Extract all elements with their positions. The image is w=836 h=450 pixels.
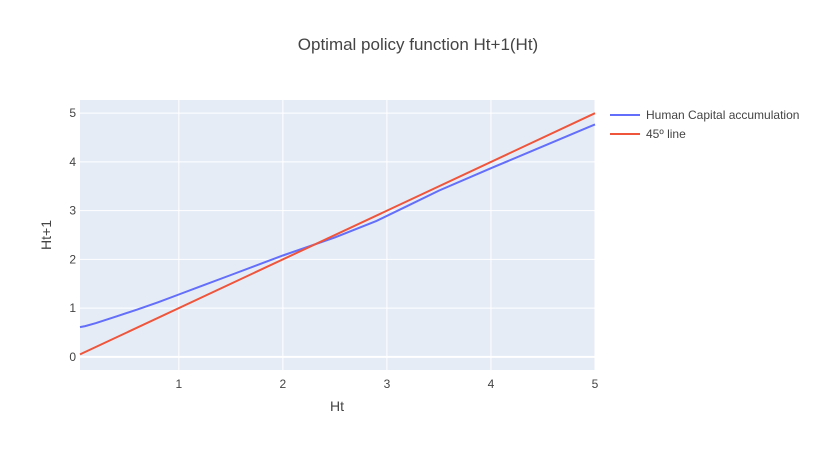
y-tick-label: 1 — [69, 301, 76, 315]
y-tick-label: 0 — [69, 350, 76, 364]
series-line-2 — [79, 112, 596, 356]
grid — [80, 100, 596, 370]
legend-item-2[interactable]: 45º line — [610, 127, 686, 141]
y-axis-title: Ht+1 — [38, 220, 54, 250]
y-tick-label: 2 — [69, 252, 76, 266]
y-tick-label: 4 — [69, 155, 76, 169]
legend-item-1[interactable]: Human Capital accumulation — [610, 108, 799, 122]
x-tick-label: 2 — [280, 377, 287, 391]
plot-area — [80, 100, 595, 370]
x-tick-label: 3 — [384, 377, 391, 391]
legend[interactable]: Human Capital accumulation 45º line — [610, 108, 799, 141]
x-axis-ticks: 1 2 3 4 5 — [175, 377, 598, 391]
y-axis-ticks: 0 1 2 3 4 5 — [69, 106, 76, 364]
y-tick-label: 5 — [69, 106, 76, 120]
chart-title: Optimal policy function Ht+1(Ht) — [298, 35, 538, 54]
x-axis-title: Ht — [330, 398, 344, 414]
legend-label: Human Capital accumulation — [646, 108, 799, 122]
x-tick-label: 1 — [175, 377, 182, 391]
series-line-1 — [79, 123, 596, 329]
series-lines — [79, 112, 596, 356]
legend-label: 45º line — [646, 127, 686, 141]
y-tick-label: 3 — [69, 204, 76, 218]
x-tick-label: 5 — [592, 377, 599, 391]
x-tick-label: 4 — [488, 377, 495, 391]
